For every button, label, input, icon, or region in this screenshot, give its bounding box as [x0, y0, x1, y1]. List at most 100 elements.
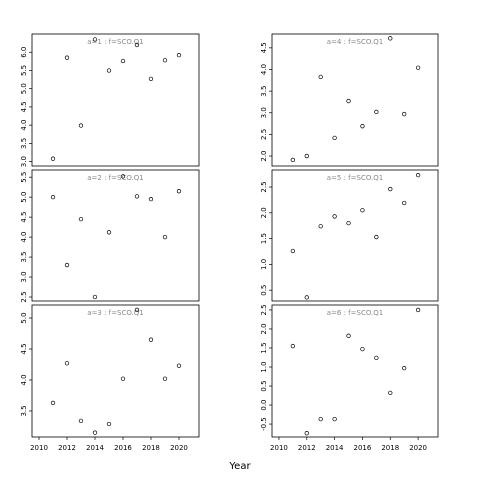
data-point	[290, 343, 296, 349]
y-tick-label: 2.5	[20, 291, 28, 302]
data-point	[360, 124, 365, 129]
data-point	[64, 55, 70, 60]
data-point	[64, 262, 70, 268]
y-tick-label: 0.5	[260, 285, 268, 296]
x-tick-label: 2020	[409, 444, 427, 452]
data-point	[402, 111, 407, 117]
y-tick-label: 5.5	[20, 172, 28, 183]
data-point	[120, 376, 126, 381]
panel-frame	[31, 169, 200, 302]
y-tick-label: 4.5	[20, 101, 28, 112]
data-point	[402, 365, 407, 371]
data-point	[290, 157, 296, 163]
data-point	[388, 390, 393, 396]
y-tick-label: 5.5	[20, 65, 28, 76]
data-point	[176, 52, 182, 58]
data-point	[134, 42, 140, 48]
y-tick-label: 1.5	[260, 233, 268, 244]
x-tick-label: 2014	[86, 444, 104, 452]
data-point	[176, 363, 182, 368]
data-point	[304, 295, 309, 300]
y-tick-label: 0.0	[260, 399, 268, 410]
y-tick-label: 3.0	[260, 107, 268, 118]
y-tick-label: 3.5	[260, 86, 268, 97]
x-tick-label: 2018	[381, 444, 399, 452]
x-tick-label: 2012	[298, 444, 316, 452]
data-point	[332, 214, 337, 219]
data-point	[360, 208, 365, 213]
data-point	[148, 76, 154, 82]
data-point	[346, 220, 351, 226]
data-point	[78, 418, 84, 424]
strip-label: a=4 : f=SCO.Q1	[327, 38, 384, 46]
data-point	[318, 416, 323, 422]
data-point	[402, 200, 407, 206]
y-tick-label: 4.5	[20, 212, 28, 223]
y-tick-label: 4.0	[260, 64, 268, 75]
y-tick-label: 3.5	[20, 138, 28, 149]
data-point	[148, 197, 154, 202]
y-tick-label: 3.5	[20, 405, 28, 416]
y-tick-label: 5.0	[20, 83, 28, 94]
data-point	[374, 109, 379, 115]
y-tick-label: 2.0	[260, 150, 268, 161]
x-tick-label: 2012	[58, 444, 76, 452]
y-tick-label: 4.0	[20, 374, 28, 385]
data-point	[388, 186, 393, 192]
y-tick-label: 4.5	[260, 42, 268, 53]
data-point	[346, 333, 351, 338]
strip-label: a=6 : f=SCO.Q1	[327, 309, 384, 317]
data-point	[290, 248, 296, 254]
panel-frame	[31, 304, 200, 438]
y-tick-label: 1.0	[260, 259, 268, 270]
data-point	[162, 234, 168, 240]
data-point	[134, 194, 140, 199]
data-point	[106, 421, 112, 427]
y-tick-label: 3.0	[20, 271, 28, 282]
panel-frame	[271, 304, 439, 438]
y-tick-label: 4.0	[20, 120, 28, 131]
data-point	[120, 58, 126, 64]
y-tick-label: 2.5	[260, 181, 268, 192]
data-point	[374, 355, 379, 361]
panel-frame	[271, 169, 439, 302]
data-point	[332, 135, 337, 141]
data-point	[162, 376, 168, 381]
data-point	[374, 234, 379, 240]
y-tick-label: -0.5	[260, 417, 268, 431]
data-point	[106, 68, 112, 73]
data-point	[318, 74, 323, 79]
x-tick-label: 2010	[30, 444, 48, 452]
y-tick-label: 5.0	[20, 312, 28, 323]
x-axis-label: Year	[228, 461, 251, 472]
y-tick-label: 3.0	[20, 156, 28, 167]
y-tick-label: 5.0	[20, 192, 28, 203]
data-point	[92, 430, 98, 435]
y-tick-label: 4.0	[20, 232, 28, 243]
data-point	[50, 400, 56, 406]
y-tick-label: 2.0	[260, 207, 268, 218]
strip-label: a=3 : f=SCO.Q1	[87, 309, 144, 317]
data-point	[106, 230, 112, 235]
y-tick-label: 3.5	[20, 251, 28, 262]
x-tick-label: 2016	[114, 444, 132, 452]
data-point	[50, 195, 56, 200]
data-point	[134, 307, 140, 313]
data-point	[64, 361, 70, 366]
data-point	[148, 337, 154, 342]
data-point	[304, 153, 309, 159]
panel-frame	[271, 33, 439, 167]
strip-label: a=2 : f=SCO.Q1	[87, 174, 144, 182]
y-tick-label: 0.5	[260, 380, 268, 391]
x-tick-label: 2014	[326, 444, 344, 452]
x-tick-label: 2016	[354, 444, 372, 452]
data-point	[415, 65, 421, 70]
y-tick-label: 2.0	[260, 323, 268, 334]
data-point	[92, 37, 98, 42]
strip-label: a=5 : f=SCO.Q1	[327, 174, 384, 182]
y-tick-label: 2.5	[260, 129, 268, 140]
data-point	[346, 98, 351, 104]
data-point	[78, 216, 84, 222]
data-point	[304, 431, 309, 436]
